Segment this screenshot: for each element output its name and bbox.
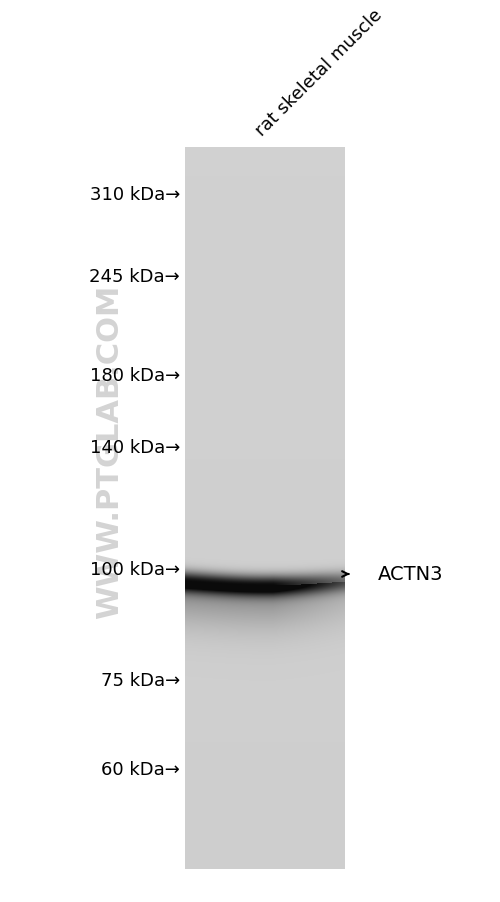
Text: 245 kDa→: 245 kDa→ — [89, 268, 180, 286]
Text: 140 kDa→: 140 kDa→ — [90, 438, 180, 456]
Text: rat skeletal muscle: rat skeletal muscle — [252, 6, 386, 140]
Text: 180 kDa→: 180 kDa→ — [90, 366, 180, 384]
Text: 310 kDa→: 310 kDa→ — [90, 186, 180, 204]
Text: 60 kDa→: 60 kDa→ — [101, 760, 180, 778]
Text: WWW.PTGLAB.COM: WWW.PTGLAB.COM — [96, 284, 124, 618]
Text: 75 kDa→: 75 kDa→ — [101, 671, 180, 689]
Text: ACTN3: ACTN3 — [378, 565, 444, 584]
Text: 100 kDa→: 100 kDa→ — [90, 560, 180, 578]
